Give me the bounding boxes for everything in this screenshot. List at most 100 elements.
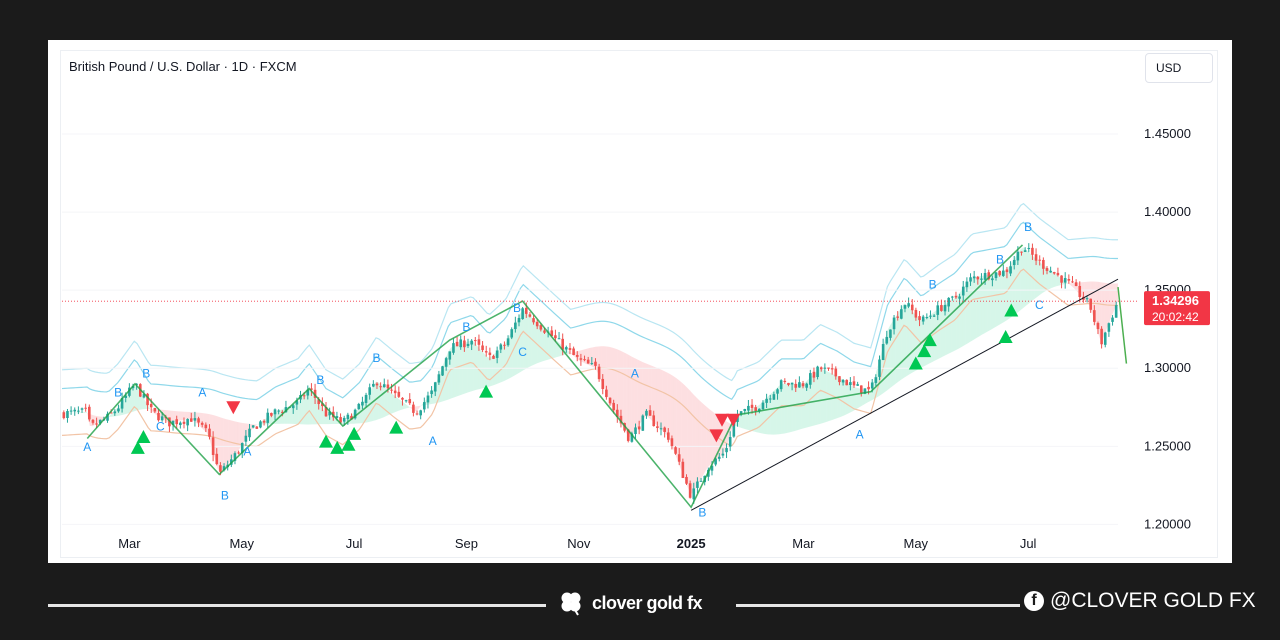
wave-label: B [142, 367, 150, 381]
trend-cloud-segment [820, 368, 824, 424]
candle-body [710, 465, 714, 471]
trend-cloud-segment [1001, 271, 1005, 324]
wave-label: A [856, 428, 864, 442]
trend-cloud-segment [987, 274, 991, 332]
y-tick-label: 1.25000 [1144, 438, 1191, 453]
trend-cloud-segment [815, 370, 818, 426]
trend-cloud-segment [595, 346, 599, 375]
candle-body [1060, 275, 1063, 283]
candle-body [1107, 323, 1111, 332]
x-tick-label: 2025 [677, 536, 706, 551]
wave-label: C [156, 420, 165, 434]
trend-cloud-segment [1012, 257, 1016, 317]
candle-body [739, 411, 743, 415]
candle-body [372, 383, 375, 387]
trend-cloud-segment [517, 313, 521, 374]
candle-body [940, 305, 943, 311]
candle-body [346, 414, 350, 420]
trend-cloud-segment [606, 346, 610, 401]
candle-body [69, 410, 73, 412]
trend-cloud-segment [792, 383, 796, 432]
trend-cloud-segment [823, 369, 827, 423]
candle-body [255, 426, 259, 429]
candle-body [601, 378, 605, 389]
candle-body [834, 368, 838, 377]
trend-cloud-segment [1045, 266, 1049, 291]
buy-signal-icon [908, 356, 923, 370]
x-tick-label: Mar [118, 536, 141, 551]
candle-body [819, 367, 823, 370]
trend-cloud-segment [817, 368, 821, 425]
trend-cloud-segment [178, 411, 182, 421]
candle-body [1023, 250, 1027, 252]
candle-body [663, 427, 666, 432]
candle-body [455, 341, 459, 347]
trend-cloud-segment [417, 405, 421, 410]
candle-body [586, 359, 590, 364]
trend-cloud-segment [256, 423, 260, 426]
trend-cloud-segment [709, 409, 713, 466]
candle-body [561, 338, 564, 350]
candle-body [1009, 266, 1012, 274]
trend-cloud-segment [976, 276, 980, 339]
candle-body [506, 338, 510, 346]
candle-body [980, 278, 983, 280]
candle-body [823, 367, 827, 369]
candle-body [874, 377, 878, 383]
y-tick-label: 1.20000 [1144, 516, 1191, 531]
candle-body [193, 418, 197, 421]
candle-body [473, 340, 477, 342]
trend-cloud-segment [895, 312, 899, 384]
candle-body [182, 421, 186, 424]
candle-body [379, 386, 382, 388]
candle-body [361, 401, 364, 406]
trend-cloud-segment [706, 406, 710, 469]
last-price-label: 1.34296 [1152, 293, 1199, 308]
trend-cloud-segment [617, 349, 621, 423]
candle-body [310, 388, 313, 390]
trend-cloud-segment [740, 412, 743, 429]
candle-body [98, 419, 102, 424]
social-handle[interactable]: f @CLOVER GOLD FX [1024, 589, 1256, 613]
candle-body [717, 456, 721, 459]
candle-body [750, 404, 754, 408]
trend-cloud-segment [487, 356, 490, 388]
candle-body [423, 402, 426, 410]
trend-cloud-segment [645, 363, 649, 418]
trend-cloud-segment [1056, 275, 1060, 287]
wave-label: B [929, 278, 937, 292]
trend-cloud-segment [406, 404, 410, 409]
currency-selector[interactable]: USD [1145, 53, 1213, 83]
price-chart[interactable]: 1.450001.400001.350001.300001.250001.200… [48, 40, 1232, 563]
candle-body [845, 379, 849, 386]
candle-body [670, 438, 674, 446]
trend-cloud-segment [125, 392, 129, 415]
trend-cloud-segment [692, 393, 696, 494]
candle-body [197, 418, 200, 423]
candle-body [295, 400, 299, 405]
wave-label: B [114, 385, 122, 399]
candle-body [128, 387, 131, 396]
candle-body [859, 385, 863, 393]
candle-body [401, 397, 404, 400]
trend-cloud-segment [998, 272, 1002, 326]
trend-cloud-segment [940, 305, 943, 358]
candle-body [437, 374, 441, 383]
trend-cloud-segment [114, 407, 118, 417]
candle-body [433, 382, 437, 392]
channel-line [61, 221, 1119, 401]
x-tick-label: May [229, 536, 254, 551]
candle-body [761, 402, 765, 410]
candle-body [1100, 328, 1103, 345]
sell-signal-icon [726, 413, 741, 427]
candle-body [958, 296, 961, 299]
candle-body [495, 350, 499, 358]
y-tick-label: 1.40000 [1144, 204, 1191, 219]
trend-cloud-segment [309, 388, 313, 425]
candle-body [983, 272, 987, 280]
candle-body [976, 276, 980, 280]
candle-body [914, 309, 918, 318]
candle-body [1056, 272, 1060, 276]
trend-cloud-segment [770, 391, 774, 435]
x-tick-label: May [904, 536, 929, 551]
